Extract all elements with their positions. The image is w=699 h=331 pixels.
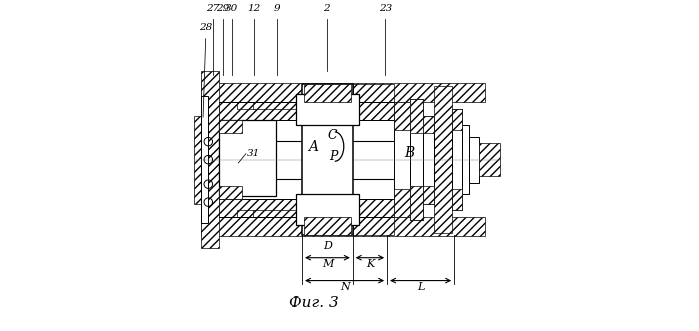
Bar	[423, 116, 435, 133]
Text: P: P	[330, 150, 338, 163]
Bar	[394, 102, 410, 130]
Text: 2: 2	[324, 4, 330, 13]
Text: 28: 28	[199, 23, 212, 32]
Bar	[353, 199, 394, 217]
Text: L: L	[417, 282, 424, 292]
Bar	[237, 102, 254, 109]
Bar	[219, 120, 276, 196]
Bar	[219, 102, 302, 120]
Bar	[423, 186, 435, 204]
Bar	[304, 84, 351, 102]
Bar	[296, 94, 359, 125]
Bar	[253, 102, 302, 109]
Text: A: A	[308, 140, 319, 154]
Bar	[353, 84, 394, 102]
Text: N: N	[340, 282, 350, 292]
Bar	[469, 137, 479, 182]
Bar	[410, 99, 423, 133]
Text: 23: 23	[379, 4, 392, 13]
Bar	[410, 186, 423, 220]
Bar	[201, 71, 219, 248]
Bar	[452, 109, 462, 210]
Bar	[462, 125, 469, 194]
Bar	[394, 112, 410, 207]
Text: 31: 31	[247, 149, 260, 158]
Bar	[237, 210, 254, 217]
Text: 9: 9	[273, 4, 280, 13]
Text: C: C	[328, 129, 338, 142]
Bar	[201, 96, 208, 223]
Text: 27: 27	[206, 4, 219, 13]
Text: M: M	[322, 259, 333, 269]
Bar	[353, 102, 394, 120]
Bar	[219, 199, 302, 217]
Text: 29: 29	[216, 4, 229, 13]
Text: 30: 30	[225, 4, 238, 13]
Bar	[296, 194, 359, 225]
Bar	[435, 86, 452, 233]
Bar	[452, 109, 462, 130]
Text: B: B	[404, 146, 414, 160]
Bar	[394, 189, 410, 217]
Bar	[201, 83, 485, 102]
Bar	[479, 143, 500, 176]
Bar	[410, 99, 423, 220]
Bar	[194, 116, 201, 204]
Text: K: K	[366, 259, 374, 269]
Bar	[304, 217, 351, 235]
Bar	[201, 217, 485, 236]
Bar	[452, 189, 462, 210]
Bar	[219, 141, 457, 179]
Bar	[219, 120, 242, 133]
Bar	[219, 186, 242, 199]
Text: D: D	[323, 241, 332, 251]
Bar	[302, 84, 353, 235]
Text: Фиг. 3: Фиг. 3	[289, 296, 338, 310]
Text: 12: 12	[247, 4, 261, 13]
Bar	[253, 210, 302, 217]
Bar	[423, 116, 435, 204]
Bar	[353, 217, 394, 235]
